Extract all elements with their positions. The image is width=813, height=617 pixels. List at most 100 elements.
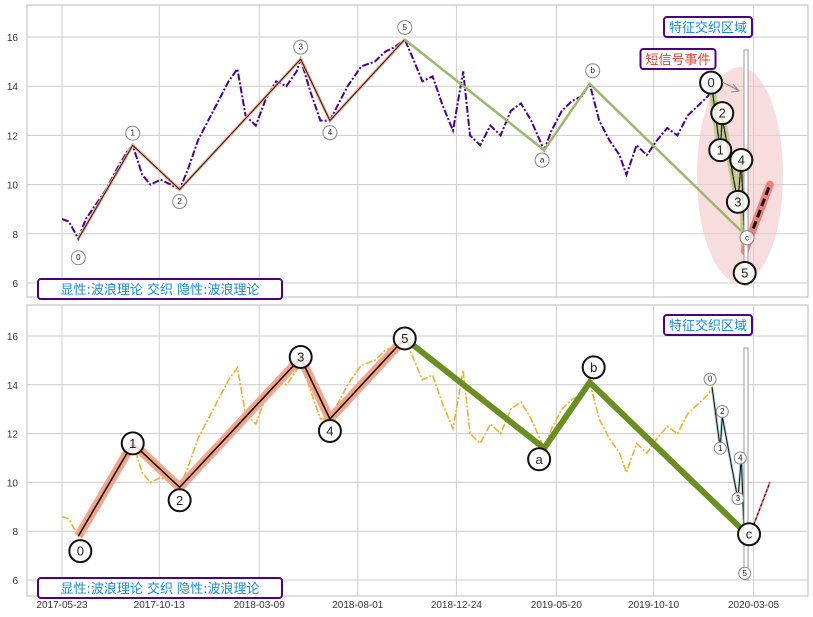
short-wave-point-0-label: 0 <box>707 75 714 90</box>
y-tick-label: 6 <box>12 279 18 290</box>
short-wave-point-3-circle <box>725 189 750 214</box>
long-wave-point-2-label: 2 <box>176 493 183 508</box>
short-wave-point-4-label: 4 <box>738 153 745 168</box>
long-wave-point-2-circle <box>172 194 188 210</box>
price-line <box>61 37 746 252</box>
long-wave-point-3-circle <box>293 39 309 55</box>
long-wave-point-a-label: a <box>540 156 545 165</box>
x-tick-label: 2019-05-20 <box>531 600 583 611</box>
x-tick-label: 2020-03-05 <box>728 600 780 611</box>
short-wave-point-5-circle <box>738 566 752 580</box>
arrow-icon <box>721 81 740 93</box>
short-wave-point-1-label: 1 <box>717 143 724 158</box>
long-wave-point-b-circle <box>581 355 606 380</box>
long-wave-point-5-label: 5 <box>402 23 407 32</box>
short-wave-point-3-circle <box>731 492 745 506</box>
short-wave-point-3-label: 3 <box>734 194 741 209</box>
x-tick-label: 2017-10-13 <box>134 600 186 611</box>
x-tick-label: 2019-10-10 <box>628 600 680 611</box>
long-wave-point-1-label: 1 <box>130 129 135 138</box>
y-tick-label: 6 <box>12 576 18 587</box>
short-wave-point-2-circle <box>715 405 729 419</box>
correction-wave-line <box>402 336 747 534</box>
long-wave-point-c-label: c <box>745 233 749 242</box>
zone-label: 特征交织区域 <box>669 318 747 334</box>
long-wave-point-a-label: a <box>536 452 544 467</box>
long-wave-point-3-label: 3 <box>297 349 304 364</box>
short-wave-point-2-label: 2 <box>719 106 726 121</box>
long-wave-point-5-circle <box>397 19 413 35</box>
annotation-box: 显性:波浪理论 交织 隐性:波浪理论 <box>60 282 259 298</box>
long-wave-point-5-circle <box>392 326 417 351</box>
annotation-box-frame <box>37 577 283 599</box>
short-wave-point-4-circle <box>729 148 754 172</box>
x-tick-label: 2018-12-24 <box>431 600 483 611</box>
long-wave-point-5-label: 5 <box>401 331 408 346</box>
short-wave-point-5-label: 5 <box>741 266 748 281</box>
long-wave-point-c-circle <box>739 230 755 246</box>
y-tick-label: 10 <box>7 478 19 489</box>
short-wave-line <box>711 387 746 549</box>
long-wave-point-b-label: b <box>590 360 597 375</box>
long-wave-point-4-circle <box>322 125 338 141</box>
long-wave-point-a-circle <box>527 447 552 472</box>
annotation-box: 显性:波浪理论 交织 隐性:波浪理论 <box>60 581 259 597</box>
long-wave-point-1-circle <box>120 431 145 456</box>
x-tick-label: 2018-08-01 <box>332 600 384 611</box>
long-wave-point-0-label: 0 <box>76 253 81 262</box>
long-wave-point-2-circle <box>167 488 192 513</box>
long-wave-point-c-label: c <box>746 527 753 542</box>
plot-area <box>26 304 809 597</box>
short-wave-point-4-label: 4 <box>738 454 743 463</box>
impulse-wave-line <box>77 39 406 239</box>
long-wave-point-4-circle <box>317 418 342 443</box>
short-wave-point-2-circle <box>710 101 735 126</box>
y-tick-label: 8 <box>12 527 18 538</box>
short-wave-point-0-circle <box>703 372 717 386</box>
long-wave-point-0-circle <box>70 250 86 266</box>
x-tick-label: 2017-05-23 <box>36 600 88 611</box>
zone-label-frame <box>663 16 753 38</box>
short-wave-point-4-circle <box>733 451 747 465</box>
event-label: 短信号事件 <box>645 53 710 68</box>
long-wave-point-1-label: 1 <box>129 436 136 451</box>
long-wave-point-4-label: 4 <box>328 128 333 137</box>
short-wave-point-5-label: 5 <box>742 569 747 578</box>
short-wave-point-1-label: 1 <box>718 444 723 453</box>
zone-label: 特征交织区域 <box>669 20 747 36</box>
y-tick-label: 8 <box>12 230 18 241</box>
short-wave-point-3-label: 3 <box>736 494 741 503</box>
impulse-wave-line <box>77 337 406 537</box>
y-tick-label: 12 <box>7 131 19 142</box>
y-tick-label: 16 <box>7 332 19 343</box>
y-tick-label: 14 <box>7 82 19 93</box>
long-wave-point-3-label: 3 <box>298 43 303 52</box>
short-wave-point-0-label: 0 <box>708 375 713 384</box>
correction-wave-line <box>403 38 745 235</box>
long-wave-point-b-circle <box>585 63 601 79</box>
short-wave-point-1-circle <box>708 138 733 163</box>
long-wave-point-4-label: 4 <box>326 423 333 438</box>
y-tick-label: 10 <box>7 181 19 192</box>
x-tick-label: 2018-03-09 <box>234 600 286 611</box>
long-wave-point-3-circle <box>288 344 313 369</box>
long-wave-point-0-label: 0 <box>77 544 84 559</box>
y-tick-label: 12 <box>7 430 19 441</box>
event-label-frame <box>639 48 717 70</box>
zone-label-frame <box>663 314 753 336</box>
zone-marker-bar <box>743 347 749 581</box>
long-wave-point-2-label: 2 <box>177 197 182 206</box>
y-tick-label: 16 <box>7 33 19 44</box>
annotation-box-frame <box>37 278 283 300</box>
long-wave-point-1-circle <box>125 125 141 141</box>
short-wave-point-0-circle <box>699 70 724 95</box>
long-wave-point-b-label: b <box>590 66 595 75</box>
long-wave-point-c-circle <box>737 522 762 547</box>
long-wave-point-a-circle <box>534 152 550 168</box>
short-wave-point-1-circle <box>713 441 727 455</box>
short-wave-point-2-label: 2 <box>720 407 725 416</box>
long-wave-point-0-circle <box>68 539 93 564</box>
